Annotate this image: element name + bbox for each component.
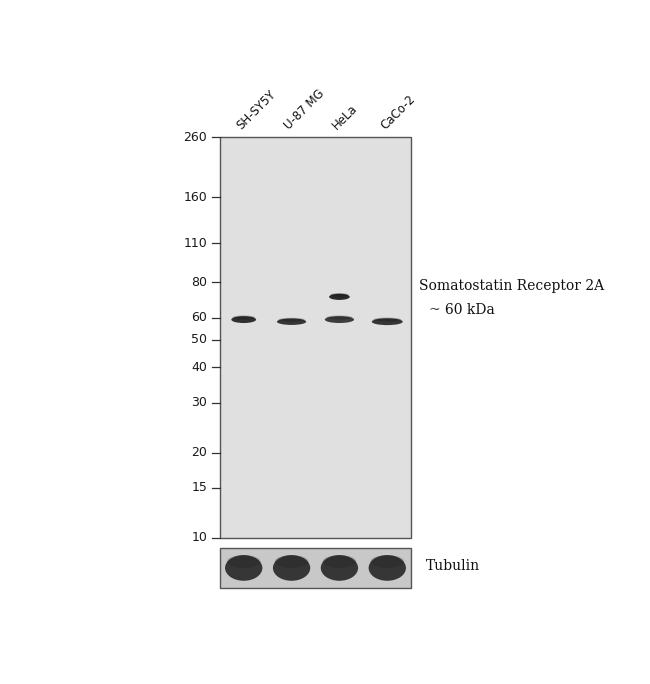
Text: CaCo-2: CaCo-2 bbox=[378, 92, 418, 132]
Text: 260: 260 bbox=[183, 131, 207, 144]
Ellipse shape bbox=[275, 555, 308, 568]
Text: ~ 60 kDa: ~ 60 kDa bbox=[429, 302, 495, 317]
Text: 30: 30 bbox=[191, 396, 207, 409]
Bar bbox=[220, 548, 411, 588]
Ellipse shape bbox=[369, 555, 406, 581]
Text: 60: 60 bbox=[191, 311, 207, 324]
Text: 160: 160 bbox=[183, 191, 207, 204]
Ellipse shape bbox=[233, 315, 255, 319]
Ellipse shape bbox=[326, 315, 352, 319]
Ellipse shape bbox=[372, 318, 403, 325]
Text: 80: 80 bbox=[191, 276, 207, 289]
Text: 40: 40 bbox=[191, 361, 207, 374]
Ellipse shape bbox=[322, 555, 356, 568]
Ellipse shape bbox=[273, 555, 310, 581]
Ellipse shape bbox=[231, 316, 256, 323]
Ellipse shape bbox=[370, 555, 404, 568]
Ellipse shape bbox=[330, 293, 349, 297]
Text: 50: 50 bbox=[191, 333, 207, 346]
Ellipse shape bbox=[329, 293, 350, 300]
Text: HeLa: HeLa bbox=[330, 102, 361, 132]
Ellipse shape bbox=[225, 555, 263, 581]
Text: 15: 15 bbox=[191, 482, 207, 495]
Ellipse shape bbox=[277, 319, 306, 325]
Ellipse shape bbox=[373, 317, 401, 321]
Text: 10: 10 bbox=[191, 531, 207, 544]
Ellipse shape bbox=[320, 555, 358, 581]
Ellipse shape bbox=[227, 555, 261, 568]
Text: 110: 110 bbox=[183, 237, 207, 250]
Text: 20: 20 bbox=[191, 446, 207, 459]
Text: Somatostatin Receptor 2A: Somatostatin Receptor 2A bbox=[419, 280, 604, 293]
Text: U-87 MG: U-87 MG bbox=[282, 87, 328, 132]
Text: SH-SY5Y: SH-SY5Y bbox=[235, 88, 279, 132]
Ellipse shape bbox=[325, 316, 354, 323]
Text: Tubulin: Tubulin bbox=[426, 560, 480, 573]
Bar bbox=[220, 137, 411, 538]
Ellipse shape bbox=[278, 318, 305, 321]
